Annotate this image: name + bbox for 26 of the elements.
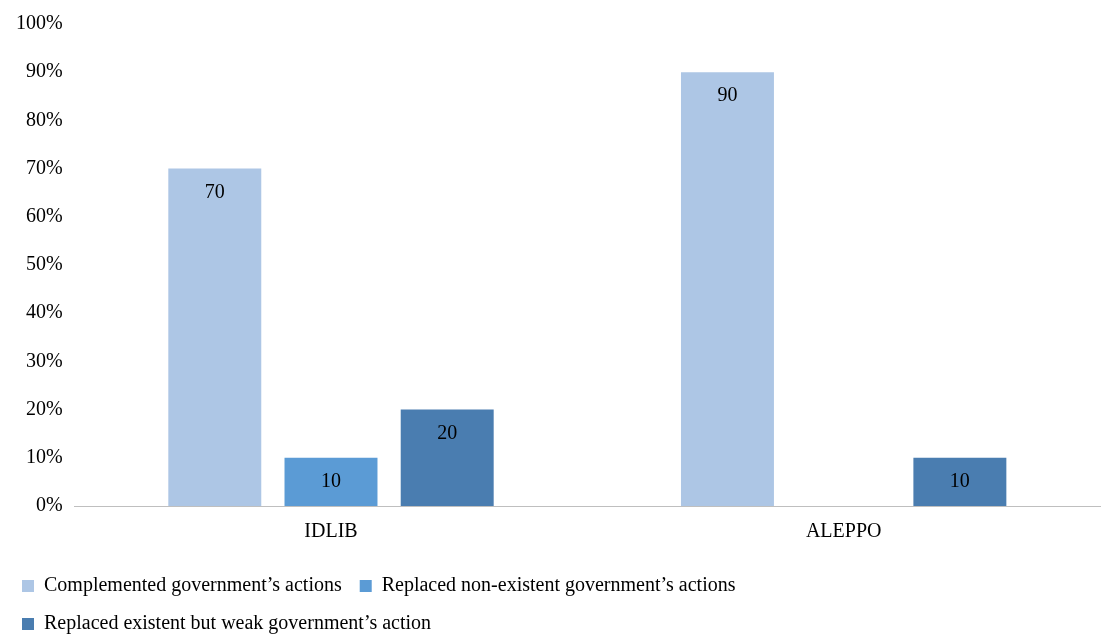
bar — [400, 409, 494, 506]
y-tick-label: 70% — [25, 155, 63, 178]
legend-label: Replaced non-existent government’s actions — [381, 573, 736, 597]
bar — [680, 72, 774, 506]
y-tick-label: 80% — [25, 107, 63, 130]
y-tick-label: 90% — [25, 59, 63, 82]
x-tick-label: IDLIB — [304, 519, 358, 542]
data-label: 70 — [204, 179, 225, 202]
data-label: 90 — [717, 83, 738, 106]
legend-label: Complemented government’s actions — [44, 573, 342, 597]
y-tick-label: 10% — [25, 445, 63, 468]
y-tick-label: 40% — [25, 300, 63, 323]
data-label: 10 — [321, 469, 341, 492]
legend-label: Replaced existent but weak government’s action — [44, 611, 432, 635]
y-tick-label: 60% — [25, 204, 63, 227]
y-tick-label: 30% — [25, 348, 63, 371]
data-label: 20 — [437, 420, 458, 443]
data-label: 10 — [949, 469, 970, 492]
bar — [284, 457, 378, 506]
y-tick-label: 50% — [25, 252, 63, 275]
x-tick-label: ALEPPO — [805, 519, 882, 542]
bar — [913, 457, 1007, 506]
y-tick-label: 20% — [25, 396, 63, 419]
y-tick-label: 100% — [15, 11, 63, 34]
bar — [168, 168, 262, 506]
y-tick-label: 0% — [35, 493, 63, 516]
